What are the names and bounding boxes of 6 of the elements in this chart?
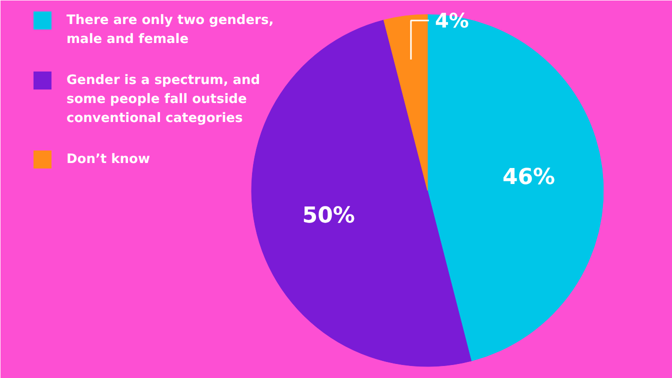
data-label: 50% <box>302 203 355 228</box>
data-label: 4% <box>434 8 469 32</box>
legend-label: There are only two genders, male and female <box>66 13 274 47</box>
legend-label: Gender is a spectrum, and some people fall outside conventional categories <box>66 73 260 126</box>
data-label: 46% <box>502 165 556 190</box>
legend-label: Don’t know <box>66 152 150 167</box>
